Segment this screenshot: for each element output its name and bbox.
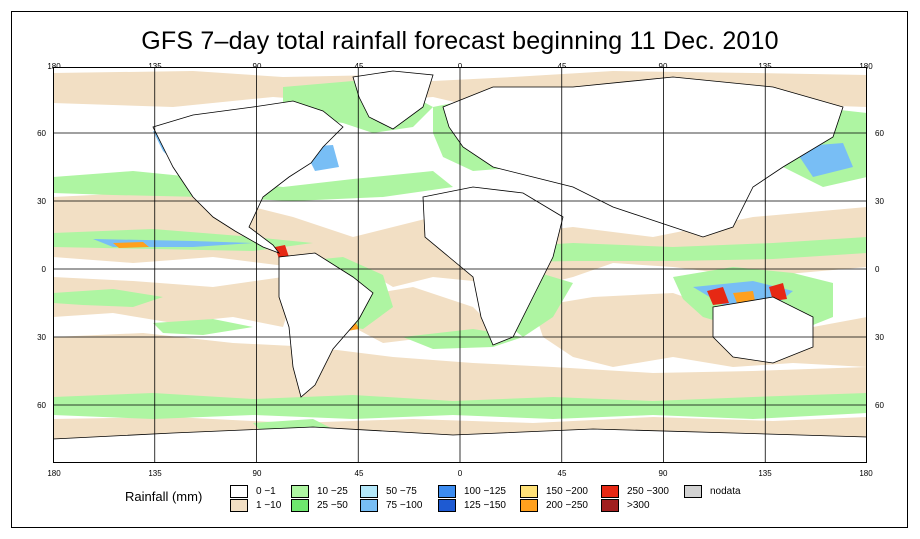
lat-tick-right-0: 60 <box>875 129 884 138</box>
legend-swatch-2 <box>291 485 309 498</box>
legend-swatch-6 <box>438 485 456 498</box>
lon-tick-bottom-8: 180 <box>859 469 873 478</box>
lat-tick-right-4: 60 <box>875 401 884 410</box>
lon-tick-top-8: 180 <box>859 62 873 71</box>
map-border <box>53 67 867 463</box>
legend-swatch-4 <box>360 485 378 498</box>
lon-tick-bottom-4: 0 <box>457 469 463 478</box>
legend-label-2: 10 −25 <box>317 486 348 497</box>
lat-tick-left-1: 30 <box>37 197 46 206</box>
legend-label-5: 75 −100 <box>386 500 423 511</box>
legend-label-1: 1 −10 <box>256 500 282 511</box>
figure-frame <box>11 11 908 528</box>
extreme-rain-cores <box>113 242 787 331</box>
lat-tick-left-3: 30 <box>37 333 46 342</box>
lon-tick-top-2: 90 <box>252 62 262 71</box>
legend-swatch-1 <box>230 499 248 512</box>
lat-tick-right-2: 0 <box>875 265 880 274</box>
lon-tick-bottom-2: 90 <box>252 469 262 478</box>
legend-label-7: 125 −150 <box>464 500 506 511</box>
greenland <box>352 70 434 130</box>
lon-tick-top-7: 135 <box>758 62 772 71</box>
legend-label-9: 200 −250 <box>546 500 588 511</box>
legend-swatch-7 <box>438 499 456 512</box>
map-title: GFS 7–day total rainfall forecast beginn… <box>141 27 779 55</box>
north-america <box>152 100 344 254</box>
eurasia <box>442 76 844 238</box>
lon-tick-bottom-7: 135 <box>758 469 772 478</box>
legend-label-11: >300 <box>627 500 650 511</box>
legend-swatch-3 <box>291 499 309 512</box>
lon-tick-top-4: 0 <box>457 62 463 71</box>
legend-swatch-0 <box>230 485 248 498</box>
legend-label-10: 250 −300 <box>627 486 669 497</box>
legend-swatch-11 <box>601 499 619 512</box>
lat-tick-left-4: 60 <box>37 401 46 410</box>
legend-swatch-9 <box>520 499 538 512</box>
legend-label-12: nodata <box>710 486 741 497</box>
rainfall-map <box>53 67 867 463</box>
legend-label-6: 100 −125 <box>464 486 506 497</box>
legend-label-8: 150 −200 <box>546 486 588 497</box>
legend-swatch-8 <box>520 485 538 498</box>
lon-tick-top-3: 45 <box>354 62 364 71</box>
lon-tick-top-1: 135 <box>148 62 162 71</box>
lon-tick-bottom-1: 135 <box>148 469 162 478</box>
lat-tick-right-3: 30 <box>875 333 884 342</box>
legend-swatch-10 <box>601 485 619 498</box>
lon-tick-top-6: 90 <box>658 62 668 71</box>
lon-tick-bottom-5: 45 <box>557 469 567 478</box>
legend-label-0: 0 −1 <box>256 486 276 497</box>
legend-title: Rainfall (mm) <box>125 489 203 504</box>
lon-tick-top-0: 180 <box>47 62 61 71</box>
lat-tick-left-2: 0 <box>41 265 46 274</box>
legend-label-4: 50 −75 <box>386 486 417 497</box>
australia <box>712 296 814 364</box>
lon-tick-top-5: 45 <box>557 62 567 71</box>
lon-tick-bottom-6: 90 <box>658 469 668 478</box>
legend-label-3: 25 −50 <box>317 500 348 511</box>
lat-tick-left-0: 60 <box>37 129 46 138</box>
south-america <box>278 252 374 398</box>
lat-tick-right-1: 30 <box>875 197 884 206</box>
legend-swatch-12 <box>684 485 702 498</box>
legend-swatch-5 <box>360 499 378 512</box>
graticule <box>53 67 867 463</box>
lon-tick-bottom-0: 180 <box>47 469 61 478</box>
lon-tick-bottom-3: 45 <box>354 469 364 478</box>
